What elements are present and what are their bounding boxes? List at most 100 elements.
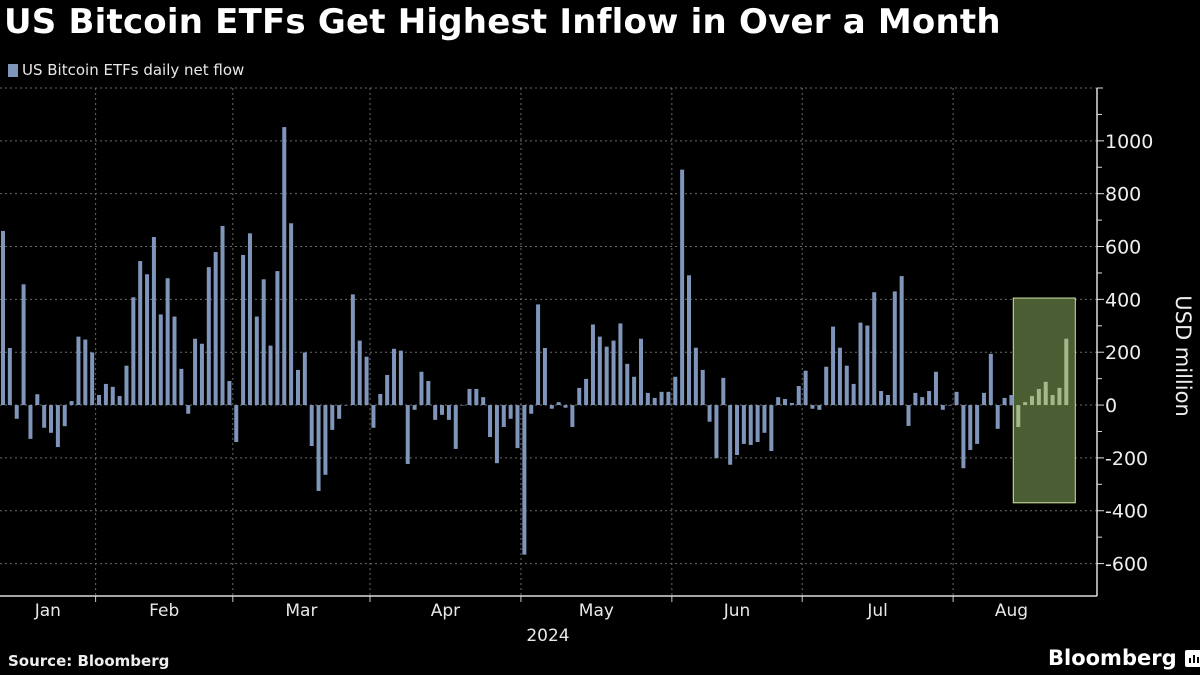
bar [1057, 387, 1062, 406]
bar [796, 386, 801, 406]
y-tick-label: 200 [1105, 342, 1141, 364]
bar [940, 405, 945, 410]
bar [371, 405, 376, 428]
bar [69, 401, 74, 406]
bar [927, 391, 932, 406]
bar [913, 392, 918, 406]
bar [193, 338, 198, 406]
bar [206, 267, 211, 406]
bar [604, 346, 609, 406]
y-tick-label: 400 [1105, 289, 1141, 311]
bar [508, 405, 513, 419]
bar [55, 405, 60, 448]
bar [803, 370, 808, 406]
bar [1036, 388, 1041, 406]
bar [563, 405, 568, 408]
bar [625, 363, 630, 406]
bar [35, 394, 40, 406]
bar [673, 376, 678, 406]
bar [522, 405, 527, 555]
bar [632, 376, 637, 406]
bar [933, 371, 938, 406]
bar [831, 326, 836, 406]
bar [906, 405, 911, 426]
bar [570, 405, 575, 427]
bar [1, 230, 5, 406]
bar [419, 371, 424, 406]
bar [741, 405, 746, 444]
bar [975, 405, 980, 444]
bar [460, 405, 465, 406]
bar [645, 392, 650, 406]
bar [728, 405, 733, 465]
bar [172, 316, 177, 406]
bar [295, 369, 300, 406]
bar [337, 405, 342, 419]
bar [947, 405, 952, 406]
bar [151, 237, 156, 406]
x-tick-label: Jan [34, 601, 61, 621]
bar [707, 405, 712, 422]
bar [776, 397, 781, 406]
bar [405, 405, 410, 464]
bar [275, 271, 280, 406]
bar [309, 405, 314, 447]
bar [851, 383, 856, 406]
bar [90, 352, 95, 406]
bar [350, 294, 355, 406]
source-note: Source: Bloomberg [8, 652, 170, 670]
bar [220, 225, 225, 406]
bar [241, 254, 246, 406]
bar [680, 169, 685, 406]
bar [145, 274, 150, 406]
bar [49, 405, 54, 433]
bar [865, 325, 870, 406]
bar [76, 336, 81, 406]
bar [1016, 405, 1021, 427]
chart-title: US Bitcoin ETFs Get Highest Inflow in Ov… [4, 2, 1001, 42]
bar [659, 391, 664, 406]
bar [289, 223, 294, 406]
y-tick-label: -400 [1105, 501, 1148, 523]
bar [467, 388, 472, 406]
x-axis-label: 2024 [526, 626, 569, 646]
bar [687, 275, 691, 406]
bar [824, 366, 829, 406]
bar [103, 383, 108, 406]
logo-text: Bloomberg [1048, 646, 1177, 670]
bar [426, 381, 431, 406]
bar [542, 347, 547, 406]
bar [268, 345, 273, 406]
legend: US Bitcoin ETFs daily net flow [8, 61, 244, 79]
bar [1023, 402, 1028, 406]
bar [584, 378, 589, 406]
bar [316, 405, 321, 491]
bar [762, 405, 767, 433]
bar [1064, 338, 1069, 406]
bar [282, 127, 287, 406]
bar [412, 405, 417, 410]
bar [247, 233, 252, 406]
bar [769, 405, 774, 452]
x-tick-label: Apr [431, 601, 460, 621]
bar [783, 398, 788, 406]
bar [14, 405, 19, 419]
bar [186, 405, 191, 414]
bar [858, 322, 863, 406]
bar [721, 377, 726, 406]
bar [199, 343, 204, 406]
bar [549, 405, 554, 409]
bar [1050, 395, 1055, 406]
bar [110, 386, 115, 406]
bar [446, 405, 451, 420]
bar [920, 397, 925, 406]
bar [344, 405, 348, 406]
bar [954, 391, 959, 406]
bar [638, 338, 643, 406]
x-tick-label: May [579, 601, 614, 621]
bar [844, 365, 849, 406]
bar [597, 336, 602, 406]
bar [227, 381, 232, 406]
bar [378, 393, 383, 406]
bar [254, 316, 259, 406]
